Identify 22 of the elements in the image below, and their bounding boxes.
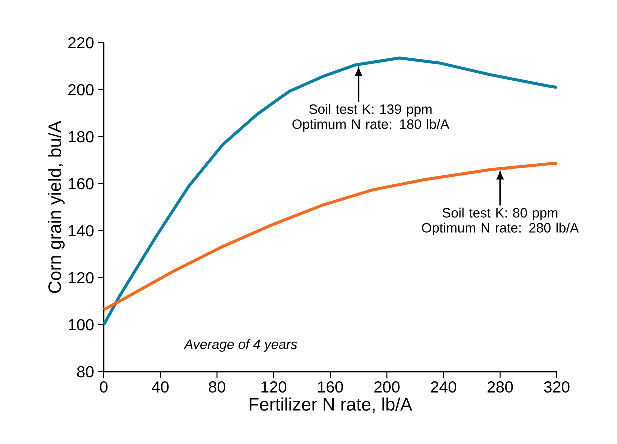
y-tick-label: 140 [68,225,94,237]
y-tick-label: 200 [68,84,94,96]
y-tick-label: 120 [68,272,94,284]
y-tick-label: 220 [68,37,94,49]
annotation: Average of 4 years [184,339,298,352]
y-tick-label: 100 [68,319,94,331]
y-tick-label: 160 [68,178,94,190]
x-tick-label: 240 [431,382,456,393]
x-tick-label: 160 [318,382,344,393]
x-tick-label: 320 [544,382,570,393]
y-tick-label: 80 [77,366,94,378]
y-tick-label: 180 [68,131,94,143]
annotation: Soil test K: 139 ppm Optimum N rate: 180 lb/A [292,104,450,132]
y-axis-title: Corn grain yield, bu/A [48,121,65,294]
x-tick-label: 0 [100,382,108,393]
x-tick-label: 80 [209,382,226,393]
x-tick-label: 40 [152,382,169,393]
x-axis-title: Fertilizer N rate, lb/A [250,398,412,414]
x-tick-label: 120 [262,382,287,393]
annotation: Soil test K: 80 ppm Optimum N rate: 280 lb/A [422,208,580,236]
x-tick-label: 200 [374,382,400,393]
x-tick-label: 280 [488,382,514,393]
